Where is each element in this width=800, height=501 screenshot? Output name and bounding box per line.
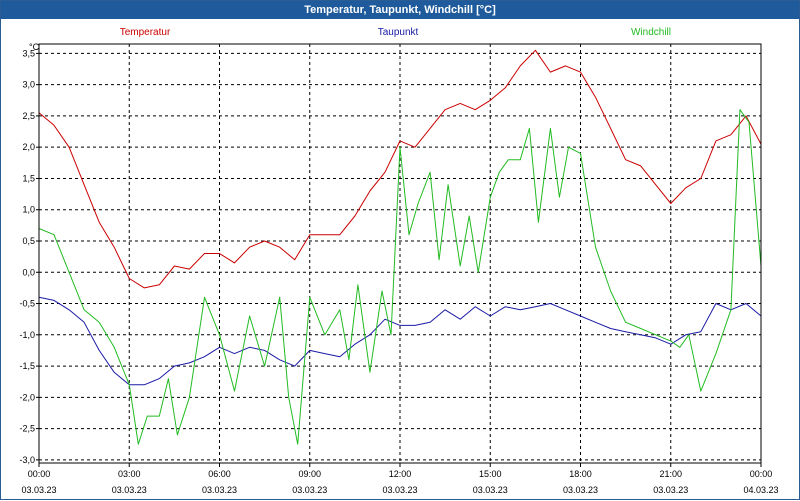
y-axis-unit: °C [29, 42, 40, 52]
x-tick-date: 03.03.23 [112, 485, 147, 495]
legend-taupunkt: Taupunkt [378, 27, 419, 38]
x-tick-date: 03.03.23 [473, 485, 508, 495]
x-tick-date: 03.03.23 [653, 485, 688, 495]
x-tick-date: 03.03.23 [21, 485, 56, 495]
chart-title: Temperatur, Taupunkt, Windchill [°C] [1, 1, 799, 19]
x-tick-time: 21:00 [659, 469, 682, 479]
x-tick-time: 09:00 [298, 469, 321, 479]
y-tick-label: 3,0 [22, 80, 35, 90]
x-tick-time: 12:00 [389, 469, 412, 479]
legend-temperatur: Temperatur [120, 27, 171, 38]
y-tick-label: -3,0 [19, 455, 35, 465]
x-axis-ticks: 00:00 03.03.23 03:00 03.03.23 06:00 03.03.23 0… [21, 463, 779, 495]
y-tick-label: 1,0 [22, 205, 35, 215]
y-tick-label: -2,5 [19, 424, 35, 434]
legend-windchill: Windchill [631, 27, 671, 38]
x-tick-date: 03.03.23 [563, 485, 598, 495]
y-tick-label: 3,5 [22, 48, 35, 58]
grid [39, 44, 761, 463]
x-tick-time: 03:00 [118, 469, 141, 479]
x-tick-time: 18:00 [569, 469, 592, 479]
x-tick-date: 03.03.23 [382, 485, 417, 495]
series-line-windchill [38, 109, 762, 445]
y-tick-label: -0,5 [19, 299, 35, 309]
y-tick-label: 2,0 [22, 142, 35, 152]
x-tick-date: 03.03.23 [292, 485, 327, 495]
y-tick-label: 2,5 [22, 111, 35, 121]
series-line-taupunkt [38, 296, 762, 386]
x-tick-time: 06:00 [208, 469, 231, 479]
x-tick-time: 00:00 [750, 469, 773, 479]
y-tick-label: -1,0 [19, 330, 35, 340]
x-tick-date: 04.03.23 [743, 485, 778, 495]
y-tick-label: 0,0 [22, 267, 35, 277]
y-tick-label: 1,5 [22, 173, 35, 183]
x-tick-time: 15:00 [479, 469, 502, 479]
y-tick-label: -1,5 [19, 361, 35, 371]
y-axis-ticks: 3,5 3,0 2,5 2,0 1,5 1,0 0,5 0,0 -0,5 -1,0 -1,5 -2,0… [19, 48, 39, 465]
x-tick-date: 03.03.23 [202, 485, 237, 495]
series-line-temperatur [38, 49, 762, 289]
y-tick-label: -2,0 [19, 392, 35, 402]
x-tick-time: 00:00 [28, 469, 51, 479]
y-tick-label: 0,5 [22, 236, 35, 246]
series-lines [38, 49, 762, 445]
